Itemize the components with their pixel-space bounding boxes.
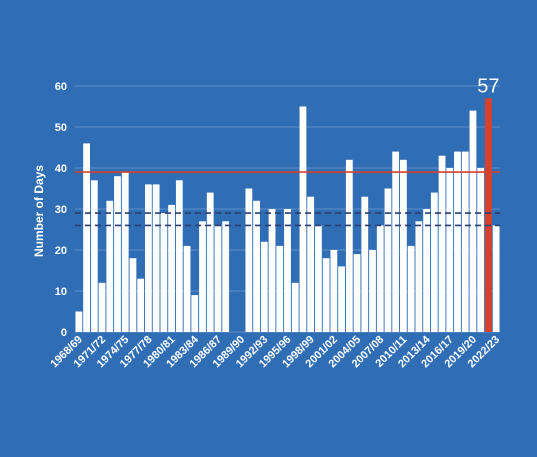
bar [461,151,469,332]
bars [75,98,500,332]
bar [345,159,353,332]
bar [160,213,168,332]
bar [384,188,392,332]
y-tick-label: 20 [55,245,67,257]
bar [106,200,114,332]
bar [191,295,199,332]
y-tick-label: 0 [61,327,67,339]
bar [376,225,384,332]
bar [121,172,129,332]
bar [477,168,485,332]
bar [392,151,400,332]
bar [175,180,183,332]
bar [145,184,152,332]
bar [492,225,500,332]
bar [469,110,477,332]
bar [199,221,206,332]
bar [152,184,160,332]
bar [291,282,299,332]
bar [245,188,253,332]
bar [315,225,322,332]
bar [183,245,191,332]
y-tick-label: 40 [55,163,67,175]
y-axis-ticks: 0 10 20 30 40 50 60 [55,81,67,339]
bar [137,278,145,332]
bar [168,204,175,332]
bar [222,221,230,332]
bar [415,221,423,332]
y-tick-label: 10 [55,286,67,298]
bar [338,266,345,332]
bar [407,245,415,332]
bar [206,192,214,332]
bar [353,254,361,332]
bar [268,209,276,332]
bar [446,168,454,332]
bar [260,241,268,332]
bar [322,258,330,332]
bar [423,209,430,332]
reference-lines [75,171,500,227]
bar [98,282,106,332]
bar [276,245,284,332]
bar [454,151,461,332]
bar [307,196,315,332]
bar [75,311,83,332]
highlight-value-label: 57 [477,75,499,97]
bar [430,192,438,332]
y-axis-title: Number of Days [32,165,46,257]
y-tick-label: 30 [55,204,67,216]
bar [361,196,369,332]
bar [330,250,338,332]
bar [114,176,121,332]
bar [284,209,291,332]
bar [438,155,446,332]
bar [129,258,137,332]
bar [214,225,222,332]
bar [90,180,98,332]
bar [369,250,376,332]
highlight-bar [485,98,492,332]
bar [253,200,260,332]
bar [299,106,307,332]
bar [400,159,407,332]
y-tick-label: 50 [55,122,67,134]
y-tick-label: 60 [55,81,67,93]
bar [83,143,90,332]
